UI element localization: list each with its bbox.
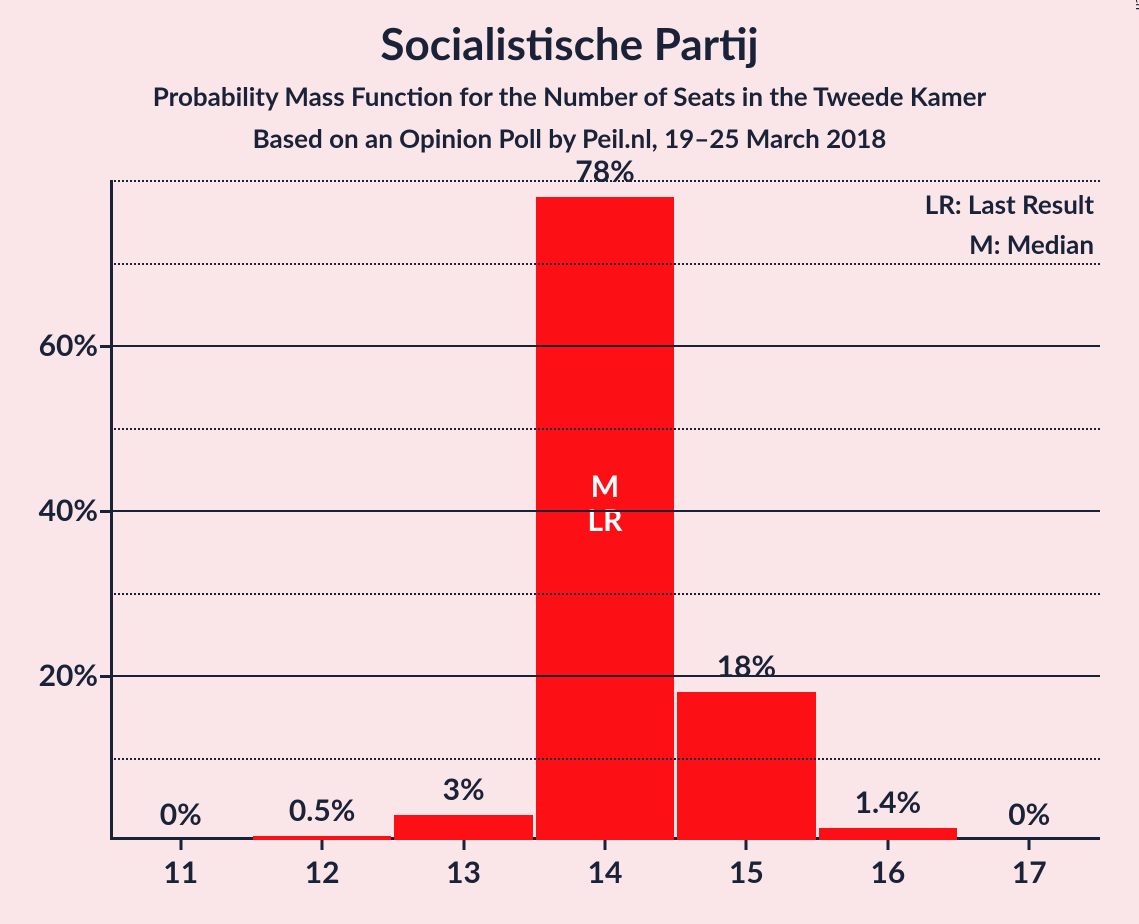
- xtick-mark: [603, 840, 606, 850]
- ytick-label: 20%: [39, 657, 98, 693]
- bar-value-label: 0%: [1008, 796, 1050, 832]
- xtick-label: 16: [870, 854, 905, 890]
- ytick-mark: [100, 675, 110, 678]
- ytick-label: 40%: [39, 492, 98, 528]
- xtick-label: 14: [588, 854, 623, 890]
- xtick-label: 11: [163, 854, 198, 890]
- gridline-major: [110, 510, 1100, 512]
- gridline-major: [110, 345, 1100, 347]
- bar-value-label: 3%: [443, 771, 485, 807]
- bar-value-label: 78%: [575, 153, 634, 189]
- ytick-mark: [100, 345, 110, 348]
- bar-value-label: 18%: [717, 648, 776, 684]
- ytick-mark: [100, 510, 110, 513]
- gridline-major: [110, 675, 1100, 677]
- bar: [819, 828, 958, 840]
- legend: LR: Last Result M: Median: [925, 184, 1094, 265]
- bar: [394, 815, 533, 840]
- xtick-label: 12: [305, 854, 340, 890]
- gridline-minor: [110, 263, 1100, 265]
- xtick-mark: [745, 840, 748, 850]
- xtick-mark: [1028, 840, 1031, 850]
- bar-chart: 0%110.5%123%1378%MLR1418%151.4%160%17 LR…: [110, 180, 1100, 840]
- gridline-minor: [110, 428, 1100, 430]
- xtick-label: 13: [446, 854, 481, 890]
- ytick-label: 60%: [39, 327, 98, 363]
- bar-value-label: 1.4%: [855, 784, 922, 820]
- copyright-text: © 2020 Filip van Laenen: [1133, 0, 1139, 10]
- xtick-mark: [179, 840, 182, 850]
- bar-value-label: 0.5%: [289, 792, 356, 828]
- legend-m: M: Median: [925, 224, 1094, 264]
- xtick-mark: [321, 840, 324, 850]
- chart-subtitle-2: Based on an Opinion Poll by Peil.nl, 19–…: [0, 122, 1139, 154]
- xtick-mark: [462, 840, 465, 850]
- chart-subtitle-1: Probability Mass Function for the Number…: [0, 80, 1139, 112]
- bar-value-label: 0%: [160, 796, 202, 832]
- chart-title: Socialistische Partij: [0, 18, 1139, 70]
- legend-lr: LR: Last Result: [925, 184, 1094, 224]
- bar: [677, 692, 816, 841]
- xtick-mark: [886, 840, 889, 850]
- gridline-minor: [110, 180, 1100, 182]
- gridline-minor: [110, 593, 1100, 595]
- xtick-label: 15: [729, 854, 764, 890]
- gridline-minor: [110, 758, 1100, 760]
- bar-marker-label: MLR: [588, 469, 623, 538]
- xtick-label: 17: [1012, 854, 1047, 890]
